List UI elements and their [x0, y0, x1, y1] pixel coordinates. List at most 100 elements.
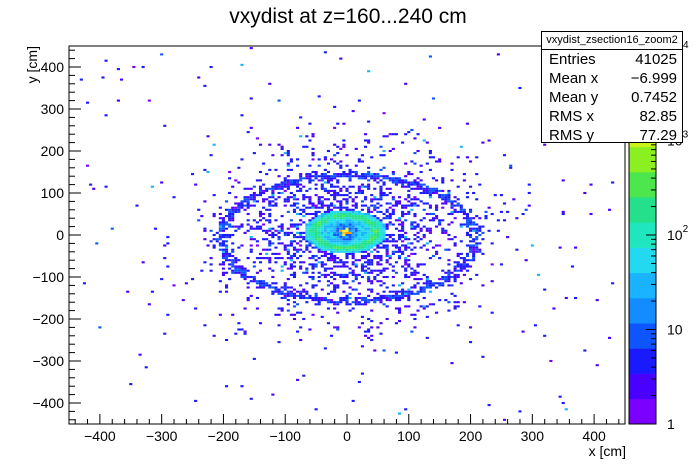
histogram-cell [357, 217, 361, 220]
histogram-cell [363, 236, 368, 239]
histogram-cell [231, 210, 235, 213]
histogram-cell [317, 217, 321, 220]
histogram-cell [472, 252, 476, 255]
histogram-cell [330, 233, 334, 237]
histogram-cell [367, 219, 371, 222]
histogram-cell [249, 225, 253, 228]
histogram-cell [462, 301, 466, 304]
histogram-cell [317, 299, 321, 302]
histogram-cell [302, 210, 306, 213]
histogram-cell [336, 152, 340, 155]
histogram-cell [394, 250, 398, 253]
histogram-cell [357, 177, 361, 180]
histogram-cell [363, 250, 368, 253]
histogram-cell [308, 187, 312, 190]
histogram-cell [351, 238, 355, 241]
histogram-cell [228, 212, 232, 216]
histogram-cell [382, 212, 386, 216]
histogram-cell [475, 238, 479, 241]
histogram-cell [357, 99, 361, 102]
histogram-cell [373, 208, 377, 211]
histogram-cell [317, 202, 321, 205]
histogram-cell [354, 288, 358, 291]
histogram-cell [367, 175, 371, 178]
histogram-cell [308, 257, 312, 260]
histogram-cell [221, 229, 225, 232]
histogram-cell [422, 191, 426, 195]
histogram-cell [240, 63, 244, 66]
histogram-cell [351, 170, 355, 174]
histogram-cell [394, 219, 398, 222]
histogram-cell [419, 187, 423, 190]
histogram-cell [345, 238, 349, 241]
histogram-cell [370, 177, 374, 180]
histogram-cell [163, 332, 167, 335]
histogram-cell [407, 185, 411, 188]
histogram-cell [323, 219, 327, 222]
histogram-cell [367, 275, 371, 279]
histogram-cell [292, 271, 297, 274]
histogram-cell [323, 173, 327, 176]
histogram-cell [265, 282, 269, 285]
histogram-cell [370, 263, 374, 266]
histogram-cell [444, 196, 448, 199]
histogram-cell [336, 229, 340, 232]
histogram-cell [360, 173, 364, 176]
histogram-cell [404, 231, 408, 234]
histogram-cell [527, 183, 531, 186]
histogram-cell [299, 183, 303, 186]
histogram-cell [428, 284, 432, 287]
histogram-cell [382, 349, 386, 352]
histogram-cell [342, 194, 346, 197]
histogram-cell [289, 223, 293, 226]
histogram-cell [428, 303, 432, 306]
histogram-cell [404, 294, 408, 297]
stats-value: 82.85 [639, 108, 677, 125]
histogram-cell [472, 191, 476, 195]
histogram-cell [348, 252, 352, 255]
histogram-cell [416, 183, 420, 186]
histogram-cell [231, 242, 235, 245]
histogram-cell [339, 261, 343, 264]
histogram-cell [333, 229, 337, 232]
histogram-cell [357, 210, 361, 213]
histogram-cell [274, 204, 278, 207]
histogram-cell [376, 269, 380, 272]
histogram-cell [351, 212, 355, 216]
x-axis-label: x [cm] [589, 443, 626, 459]
histogram-cell [425, 278, 429, 281]
histogram-cell [268, 187, 272, 190]
histogram-cell [401, 215, 405, 218]
histogram-cell [431, 254, 436, 258]
histogram-cell [367, 120, 371, 123]
histogram-cell [308, 296, 312, 300]
histogram-cell [367, 225, 371, 228]
histogram-cell [311, 238, 315, 241]
histogram-cell [277, 231, 281, 234]
histogram-cell [228, 263, 232, 266]
histogram-cell [438, 194, 442, 197]
histogram-cell [373, 196, 377, 199]
histogram-cell [274, 168, 278, 171]
histogram-cell [292, 246, 297, 249]
histogram-cell [351, 242, 355, 245]
histogram-cell [459, 225, 463, 228]
histogram-cell [360, 372, 364, 375]
histogram-cell [410, 267, 414, 270]
histogram-cell [441, 179, 445, 182]
histogram-cell [354, 263, 358, 266]
histogram-cell [277, 341, 281, 344]
chart-title: vxydist at z=160...240 cm [229, 5, 467, 28]
histogram-cell [370, 288, 374, 291]
histogram-cell [311, 313, 315, 316]
histogram-cell [299, 175, 303, 178]
histogram-cell [92, 187, 96, 190]
histogram-cell [394, 246, 398, 249]
histogram-cell [345, 202, 349, 205]
histogram-cell [419, 191, 423, 195]
histogram-cell [231, 185, 235, 188]
histogram-cell [431, 97, 436, 100]
histogram-cell [363, 261, 368, 264]
histogram-cell [255, 307, 259, 310]
histogram-cell [354, 248, 358, 251]
